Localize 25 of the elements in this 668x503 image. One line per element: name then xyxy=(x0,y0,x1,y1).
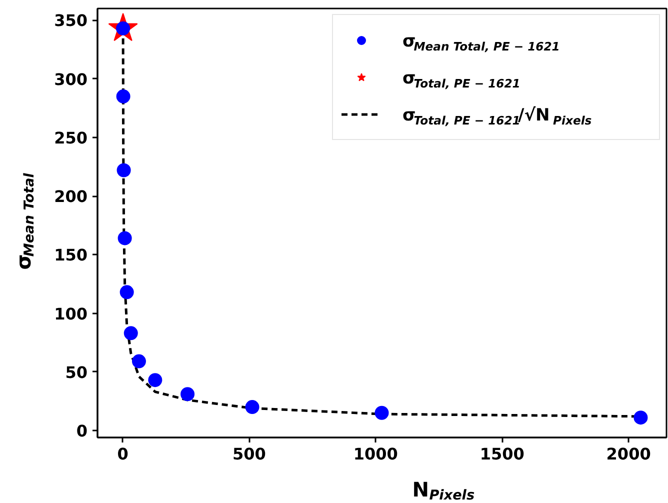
x-tick-label: 1500 xyxy=(480,444,524,464)
point xyxy=(180,387,195,402)
point xyxy=(148,373,162,388)
point xyxy=(132,354,146,368)
y-tick-label: 50 xyxy=(65,362,88,382)
point xyxy=(245,400,260,414)
y-tick-label: 250 xyxy=(54,128,88,148)
x-tick-label: 1000 xyxy=(353,444,398,464)
x-tick-label: 500 xyxy=(232,444,266,464)
x-tick-label: 0 xyxy=(117,444,128,464)
y-tick-label: 100 xyxy=(54,304,88,324)
point xyxy=(124,326,138,340)
point xyxy=(118,231,132,246)
y-tick-label: 150 xyxy=(54,246,88,265)
y-tick-label: 350 xyxy=(54,11,88,30)
point xyxy=(116,89,130,104)
point xyxy=(634,410,648,425)
x-tick-label: 2000 xyxy=(606,444,651,464)
point xyxy=(116,163,131,178)
y-tick-label: 200 xyxy=(54,187,88,206)
y-axis-title: σMean Total xyxy=(12,172,38,270)
point xyxy=(374,406,389,420)
y-tick-label: 300 xyxy=(54,70,88,89)
point xyxy=(120,285,134,300)
y-tick-label: 0 xyxy=(76,421,88,440)
